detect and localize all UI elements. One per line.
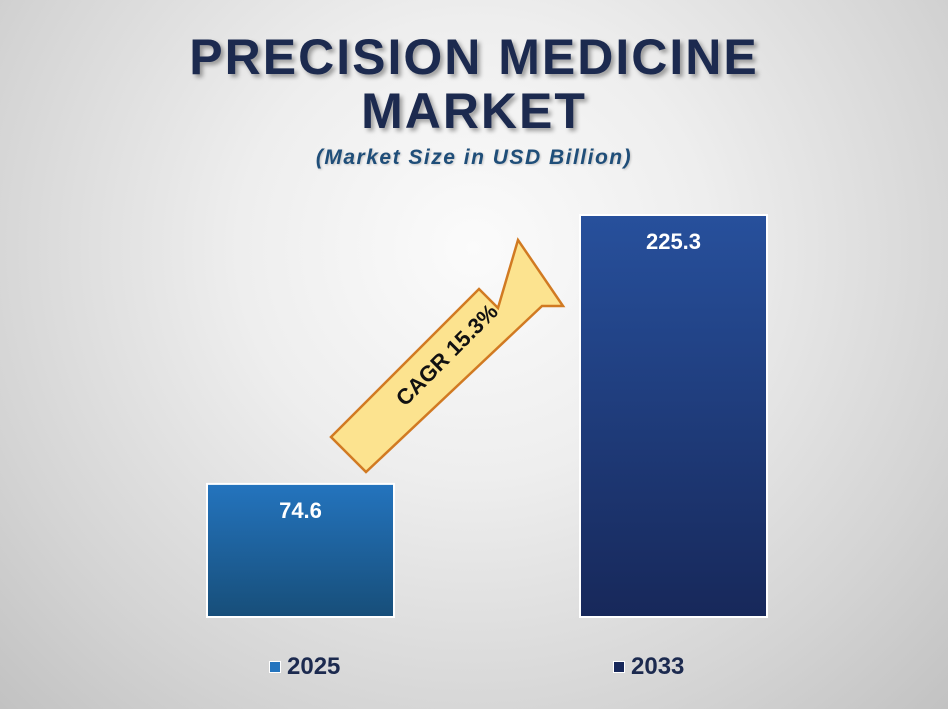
legend-item-2033: 2033 (613, 652, 684, 682)
bars-group: 74.6 225.3 (206, 214, 768, 618)
data-label-2033: 225.3 (646, 229, 701, 254)
cagr-arrow: CAGR 15.3% (329, 237, 566, 474)
legend-item-2025: 2025 (269, 652, 340, 682)
bar-2025 (206, 482, 395, 618)
legend-label-2025: 2025 (287, 653, 341, 680)
legend-swatch-2025 (269, 661, 281, 673)
legend-swatch-2033 (613, 661, 625, 673)
chart-title: PRECISION MEDICINE MARKET (0, 30, 948, 138)
chart-subtitle: (Market Size in USD Billion) (315, 146, 633, 169)
title-line-2: MARKET (361, 83, 587, 139)
title-line-1: PRECISION MEDICINE (189, 29, 759, 85)
data-label-2025: 74.6 (279, 498, 322, 523)
bar-2033 (579, 214, 768, 618)
cagr-arrow-shape (329, 237, 566, 474)
legend-label-2033: 2033 (631, 653, 685, 680)
